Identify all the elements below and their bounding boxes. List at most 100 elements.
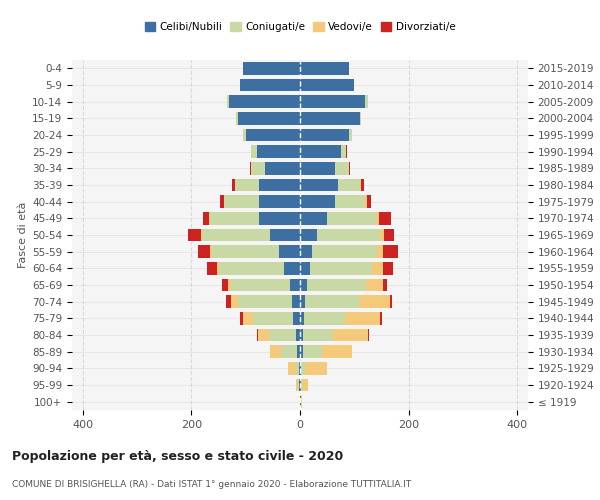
Bar [217, 262, 218, 274]
Bar [251, 162, 265, 174]
Bar [232, 179, 235, 191]
Bar [224, 196, 259, 208]
Bar [230, 279, 290, 291]
Bar [243, 128, 246, 141]
Bar [223, 279, 228, 291]
Bar [300, 179, 338, 191]
Bar [243, 312, 253, 324]
Bar [270, 346, 281, 358]
Bar [346, 146, 347, 158]
Bar [384, 229, 394, 241]
Bar [238, 112, 300, 124]
Bar [383, 246, 398, 258]
Bar [379, 212, 391, 224]
Bar [298, 379, 299, 391]
Bar [360, 296, 389, 308]
Bar [257, 146, 300, 158]
Bar [281, 346, 297, 358]
Bar [235, 179, 259, 191]
Bar [317, 229, 380, 241]
Bar [296, 329, 300, 341]
Bar [246, 128, 300, 141]
Bar [243, 62, 300, 74]
Bar [259, 212, 300, 224]
Bar [229, 96, 300, 108]
Bar [203, 212, 209, 224]
Bar [300, 312, 304, 324]
Bar [300, 96, 365, 108]
Bar [300, 128, 349, 141]
Bar [199, 246, 211, 258]
Bar [236, 112, 238, 124]
Bar [290, 279, 300, 291]
Bar [300, 112, 360, 124]
Bar [383, 262, 393, 274]
Bar [284, 262, 300, 274]
Text: COMUNE DI BRISIGHELLA (RA) - Dati ISTAT 1° gennaio 2020 - Elaborazione TUTTITALI: COMUNE DI BRISIGHELLA (RA) - Dati ISTAT … [12, 480, 411, 489]
Bar [300, 246, 312, 258]
Bar [300, 229, 317, 241]
Bar [207, 262, 217, 274]
Bar [293, 312, 300, 324]
Bar [211, 246, 212, 258]
Bar [240, 312, 243, 324]
Bar [349, 128, 352, 141]
Bar [360, 179, 361, 191]
Bar [377, 246, 383, 258]
Bar [300, 379, 301, 391]
Bar [361, 179, 364, 191]
Bar [305, 362, 327, 374]
Bar [300, 262, 310, 274]
Bar [305, 296, 360, 308]
Bar [300, 78, 354, 91]
Bar [366, 279, 383, 291]
Bar [300, 62, 349, 74]
Bar [202, 229, 270, 241]
Bar [209, 212, 211, 224]
Bar [310, 262, 372, 274]
Bar [307, 279, 366, 291]
Bar [303, 346, 322, 358]
Bar [250, 162, 251, 174]
Bar [280, 246, 300, 258]
Bar [296, 362, 299, 374]
Bar [301, 362, 305, 374]
Bar [296, 379, 298, 391]
Bar [251, 146, 257, 158]
Legend: Celibi/Nubili, Coniugati/e, Vedovi/e, Divorziati/e: Celibi/Nubili, Coniugati/e, Vedovi/e, Di… [143, 20, 457, 34]
Bar [227, 96, 229, 108]
Bar [300, 362, 301, 374]
Bar [292, 296, 300, 308]
Bar [301, 379, 302, 391]
Bar [226, 296, 231, 308]
Bar [297, 346, 300, 358]
Bar [299, 362, 300, 374]
Bar [389, 296, 392, 308]
Bar [300, 296, 305, 308]
Bar [238, 296, 292, 308]
Bar [335, 162, 349, 174]
Bar [288, 362, 296, 374]
Bar [240, 78, 300, 91]
Bar [270, 229, 300, 241]
Bar [188, 229, 201, 241]
Bar [302, 379, 308, 391]
Bar [376, 212, 379, 224]
Bar [269, 329, 296, 341]
Bar [365, 196, 367, 208]
Bar [212, 246, 280, 258]
Bar [300, 196, 335, 208]
Bar [360, 112, 361, 124]
Bar [300, 212, 327, 224]
Bar [257, 329, 269, 341]
Bar [300, 146, 341, 158]
Bar [259, 196, 300, 208]
Bar [300, 346, 303, 358]
Bar [332, 329, 368, 341]
Bar [211, 212, 259, 224]
Bar [341, 146, 346, 158]
Bar [300, 279, 307, 291]
Bar [265, 162, 300, 174]
Text: Popolazione per età, sesso e stato civile - 2020: Popolazione per età, sesso e stato civil… [12, 450, 343, 463]
Bar [228, 279, 230, 291]
